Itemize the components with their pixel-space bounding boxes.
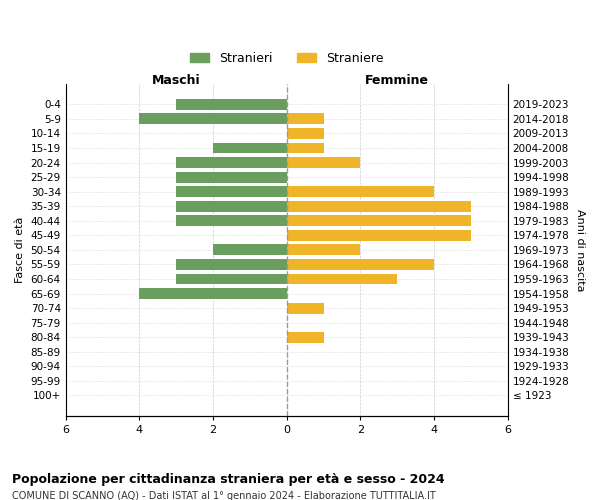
Bar [213,142,287,154]
Bar [287,186,434,197]
Bar [287,332,323,342]
Bar [213,244,287,256]
Bar [176,99,287,110]
Y-axis label: Anni di nascita: Anni di nascita [575,208,585,291]
Bar [287,142,323,154]
Bar [287,114,323,124]
Bar [139,288,287,299]
Bar [287,244,361,256]
Text: Popolazione per cittadinanza straniera per età e sesso - 2024: Popolazione per cittadinanza straniera p… [12,472,445,486]
Bar [176,186,287,197]
Bar [287,216,471,226]
Legend: Stranieri, Straniere: Stranieri, Straniere [185,47,389,70]
Bar [287,302,323,314]
Bar [176,216,287,226]
Bar [139,114,287,124]
Y-axis label: Fasce di età: Fasce di età [15,216,25,283]
Bar [176,157,287,168]
Bar [176,274,287,284]
Bar [287,230,471,241]
Bar [287,259,434,270]
Text: Maschi: Maschi [152,74,200,87]
Bar [176,259,287,270]
Bar [287,201,471,211]
Bar [287,274,397,284]
Bar [287,157,361,168]
Text: COMUNE DI SCANNO (AQ) - Dati ISTAT al 1° gennaio 2024 - Elaborazione TUTTITALIA.: COMUNE DI SCANNO (AQ) - Dati ISTAT al 1°… [12,491,436,500]
Bar [176,172,287,182]
Text: Femmine: Femmine [365,74,429,87]
Bar [176,201,287,211]
Bar [287,128,323,139]
